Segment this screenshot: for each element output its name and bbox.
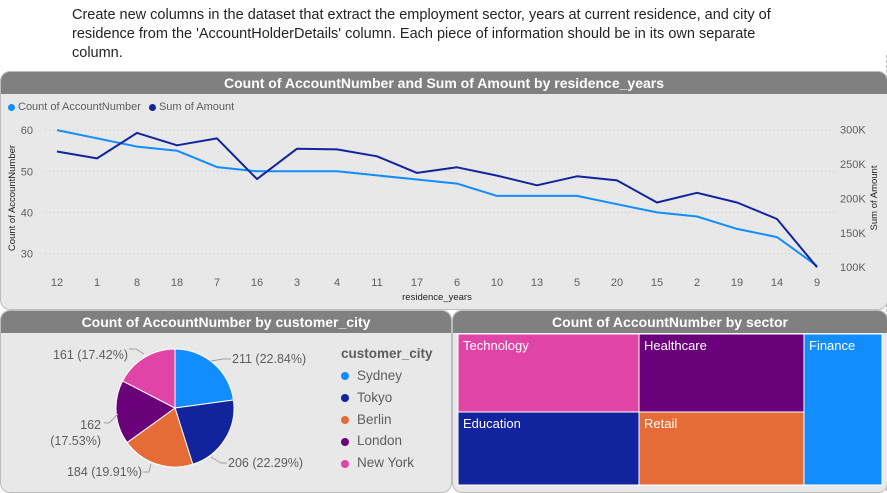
series-line-count bbox=[56, 129, 818, 267]
legend-dot bbox=[341, 416, 349, 425]
x-tick-label: 16 bbox=[251, 277, 263, 289]
x-tick-label: 3 bbox=[294, 277, 300, 289]
x-tick-label: 10 bbox=[491, 277, 503, 289]
pie-chart-title: Count of AccountNumber by customer_city bbox=[1, 311, 451, 333]
treemap-tile-retail bbox=[638, 411, 805, 486]
leader-line bbox=[210, 456, 227, 464]
x-tick-label: 1 bbox=[94, 277, 100, 289]
y2-axis-title: Sum of Amount bbox=[869, 165, 880, 230]
x-tick-label: 17 bbox=[411, 277, 423, 289]
treemap-label-retail: Retail bbox=[644, 416, 677, 431]
x-tick-label: 9 bbox=[814, 277, 820, 289]
data-label-london-pct: (17.53%) bbox=[50, 434, 101, 448]
treemap-label-finance: Finance bbox=[809, 338, 855, 353]
y2-tick-label: 200K bbox=[840, 193, 866, 205]
legend-item-tokyo[interactable]: Tokyo bbox=[341, 387, 433, 409]
x-tick-label: 2 bbox=[694, 277, 700, 289]
leader-line bbox=[210, 358, 231, 362]
data-label-berlin: 184 (19.91%) bbox=[67, 465, 142, 479]
series-line-amount bbox=[56, 131, 818, 268]
x-tick-label: 15 bbox=[651, 277, 663, 289]
pie-legend-title: customer_city bbox=[341, 346, 433, 361]
legend-dot bbox=[341, 459, 349, 468]
pie-chart-panel[interactable]: Count of AccountNumber by customer_city … bbox=[0, 310, 452, 493]
treemap-label-education: Education bbox=[463, 416, 521, 431]
line-chart-panel[interactable]: Count of AccountNumber and Sum of Amount… bbox=[0, 71, 887, 310]
data-label-sydney: 211 (22.84%) bbox=[232, 352, 306, 366]
treemap-title: Count of AccountNumber by sector bbox=[453, 311, 887, 333]
x-tick-label: 7 bbox=[214, 277, 220, 289]
treemap-label-technology: Technology bbox=[463, 338, 529, 353]
pie-slice-new-york bbox=[121, 348, 176, 409]
data-label-tokyo: 206 (22.29%) bbox=[228, 456, 303, 470]
treemap-tile-finance bbox=[803, 333, 883, 486]
legend-item-london[interactable]: London bbox=[341, 430, 433, 452]
x-tick-label: 13 bbox=[531, 277, 543, 289]
line-chart-title: Count of AccountNumber and Sum of Amount… bbox=[1, 72, 887, 94]
x-axis-title: residence_years bbox=[402, 292, 472, 303]
legend-item-sydney[interactable]: Sydney bbox=[341, 365, 433, 387]
legend-dot bbox=[341, 437, 349, 446]
data-label-london: 162 bbox=[80, 418, 101, 432]
legend-dot bbox=[341, 372, 349, 381]
legend-item-berlin[interactable]: Berlin bbox=[341, 409, 433, 431]
y2-tick-label: 150K bbox=[840, 228, 866, 240]
task-prompt: Create new columns in the dataset that e… bbox=[72, 7, 771, 61]
y-tick-label: 30 bbox=[21, 249, 33, 261]
leader-line bbox=[143, 463, 152, 473]
legend-label-count: Count of AccountNumber bbox=[18, 101, 141, 113]
y2-tick-label: 250K bbox=[840, 159, 866, 171]
x-tick-label: 19 bbox=[731, 277, 743, 289]
x-tick-label: 12 bbox=[51, 277, 63, 289]
pie-slice-berlin bbox=[126, 407, 194, 468]
x-tick-label: 20 bbox=[611, 277, 623, 289]
treemap-plot[interactable]: Technology Healthcare Finance Education Reta… bbox=[453, 311, 887, 492]
pie-slice-sydney bbox=[174, 348, 235, 409]
legend-item-new-york[interactable]: New York bbox=[341, 452, 433, 474]
pie-chart-legend[interactable]: customer_city Sydney Tokyo Berlin London… bbox=[341, 346, 433, 474]
x-tick-label: 18 bbox=[171, 277, 183, 289]
treemap-panel[interactable]: Count of AccountNumber by sector Technol… bbox=[452, 310, 887, 493]
x-tick-label: 5 bbox=[574, 277, 580, 289]
y-tick-label: 60 bbox=[21, 125, 33, 137]
treemap-label-healthcare: Healthcare bbox=[644, 338, 707, 353]
leader-line bbox=[129, 348, 145, 355]
legend-dot-count bbox=[8, 103, 15, 111]
leader-line bbox=[104, 413, 119, 424]
y-tick-label: 50 bbox=[21, 166, 33, 178]
legend-label-amount: Sum of Amount bbox=[158, 101, 235, 113]
legend-label: London bbox=[357, 433, 403, 449]
y2-tick-label: 100K bbox=[840, 262, 866, 274]
legend-label: New York bbox=[357, 455, 415, 471]
x-tick-label: 4 bbox=[334, 277, 340, 289]
y-axis-title: Count of AccountNumber bbox=[7, 145, 18, 251]
y2-tick-label: 300K bbox=[840, 124, 866, 136]
treemap-tile-education bbox=[457, 411, 640, 486]
legend-label: Sydney bbox=[357, 368, 403, 383]
legend-dot-amount bbox=[148, 103, 156, 111]
legend-label: Tokyo bbox=[357, 389, 393, 405]
treemap-tile-healthcare bbox=[638, 333, 805, 413]
legend-label: Berlin bbox=[357, 411, 392, 427]
line-chart-legend[interactable]: Count of AccountNumber Sum of Amount bbox=[8, 101, 234, 113]
legend-dot bbox=[341, 394, 349, 403]
x-tick-label: 14 bbox=[771, 277, 783, 289]
x-tick-label: 11 bbox=[371, 277, 382, 289]
x-tick-label: 6 bbox=[454, 277, 460, 289]
data-label-new-york: 161 (17.42%) bbox=[53, 348, 128, 362]
pie-slice-tokyo bbox=[174, 399, 235, 465]
x-tick-label: 8 bbox=[134, 277, 140, 289]
pie-slice-london bbox=[115, 380, 176, 444]
y-tick-label: 40 bbox=[21, 207, 33, 219]
pie-chart-plot[interactable]: 211 (22.84%) 206 (22.29%) 184 (19.91%) 162 (… bbox=[1, 311, 451, 492]
treemap-tile-technology bbox=[457, 333, 640, 413]
